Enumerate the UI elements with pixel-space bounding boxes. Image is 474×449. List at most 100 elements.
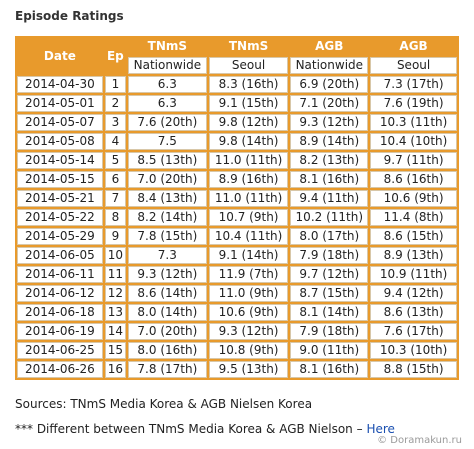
data-cell: 15	[104, 342, 126, 359]
data-cell: 8.9 (13th)	[370, 247, 457, 264]
header-cell: Date	[17, 38, 103, 74]
data-cell: 2014-05-15	[17, 171, 103, 188]
data-cell: 9.8 (12th)	[208, 114, 289, 131]
data-cell: 16	[104, 361, 126, 378]
data-cell: 2	[104, 95, 126, 112]
header-cell: TNmS	[127, 38, 207, 55]
data-cell: 6.3	[127, 95, 207, 112]
data-cell: 2014-05-14	[17, 152, 103, 169]
data-cell: 7.8 (15th)	[127, 228, 207, 245]
data-cell: 10.2 (11th)	[290, 209, 369, 226]
data-row: 2014-06-12 12 8.6 (14th) 11.0 (9th) 8.7 (15t…	[17, 285, 457, 302]
data-cell: 2014-06-11	[17, 266, 103, 283]
data-cell: 4	[104, 133, 126, 150]
data-cell: 7	[104, 190, 126, 207]
data-cell: 11.0 (9th)	[208, 285, 289, 302]
data-cell: 10.6 (9th)	[208, 304, 289, 321]
data-cell: 9.1 (15th)	[208, 95, 289, 112]
data-cell: 9.1 (14th)	[208, 247, 289, 264]
header-cell: Ep	[104, 38, 126, 74]
data-cell: 3	[104, 114, 126, 131]
data-cell: 8.6 (16th)	[370, 171, 457, 188]
data-cell: 11.4 (8th)	[370, 209, 457, 226]
data-row: 2014-05-14 5 8.5 (13th) 11.0 (11th) 8.2 (13t…	[17, 152, 457, 169]
subheader-cell: Nationwide	[127, 57, 207, 74]
data-cell: 2014-04-30	[17, 76, 103, 93]
sources: Sources: TNmS Media Korea & AGB Nielsen …	[15, 397, 313, 411]
data-cell: 7.6 (20th)	[127, 114, 207, 131]
header-cell: AGB	[290, 38, 369, 55]
data-row: 2014-05-15 6 7.0 (20th) 8.9 (16th) 8.1 (16th…	[17, 171, 457, 188]
data-cell: 2014-06-05	[17, 247, 103, 264]
data-cell: 9.8 (14th)	[208, 133, 289, 150]
data-cell: 7.6 (19th)	[370, 95, 457, 112]
data-cell: 8.1 (16th)	[290, 171, 369, 188]
data-cell: 7.8 (17th)	[127, 361, 207, 378]
data-cell: 2014-05-07	[17, 114, 103, 131]
title: Episode Ratings	[15, 9, 124, 23]
data-row: 2014-05-07 3 7.6 (20th) 9.8 (12th) 9.3 (12th…	[17, 114, 457, 131]
header-cell: TNmS	[208, 38, 289, 55]
data-cell: 9.4 (12th)	[370, 285, 457, 302]
data-cell: 12	[104, 285, 126, 302]
data-cell: 10.3 (11th)	[370, 114, 457, 131]
data-cell: 10.9 (11th)	[370, 266, 457, 283]
table-body: 2014-04-30 1 6.3 8.3 (16th) 6.9 (20th) 7.3 (1…	[17, 76, 457, 378]
data-cell: 13	[104, 304, 126, 321]
data-cell: 7.3 (17th)	[370, 76, 457, 93]
data-cell: 9.0 (11th)	[290, 342, 369, 359]
data-row: 2014-06-18 13 8.0 (14th) 10.6 (9th) 8.1 (14t…	[17, 304, 457, 321]
watermark: © Doramakun.ru	[377, 435, 462, 446]
data-cell: 8.0 (16th)	[127, 342, 207, 359]
data-cell: 1	[104, 76, 126, 93]
data-cell: 8	[104, 209, 126, 226]
data-cell: 8.6 (15th)	[370, 228, 457, 245]
data-row: 2014-05-22 8 8.2 (14th) 10.7 (9th) 10.2 (11t…	[17, 209, 457, 226]
data-row: 2014-06-19 14 7.0 (20th) 9.3 (12th) 7.9 (18t…	[17, 323, 457, 340]
data-cell: 8.2 (14th)	[127, 209, 207, 226]
data-cell: 2014-06-19	[17, 323, 103, 340]
note-text: *** Different between TNmS Media Korea &…	[15, 422, 363, 436]
header-cell: AGB	[370, 38, 457, 55]
data-cell: 7.3	[127, 247, 207, 264]
data-cell: 2014-05-08	[17, 133, 103, 150]
data-cell: 8.1 (14th)	[290, 304, 369, 321]
data-cell: 7.6 (17th)	[370, 323, 457, 340]
data-cell: 10.4 (10th)	[370, 133, 457, 150]
data-cell: 10.3 (10th)	[370, 342, 457, 359]
data-cell: 9	[104, 228, 126, 245]
data-row: 2014-06-26 16 7.8 (17th) 9.5 (13th) 8.1 (16t…	[17, 361, 457, 378]
data-cell: 14	[104, 323, 126, 340]
note-link[interactable]: Here	[366, 422, 395, 436]
data-cell: 2014-06-12	[17, 285, 103, 302]
data-cell: 2014-06-26	[17, 361, 103, 378]
data-cell: 7.1 (20th)	[290, 95, 369, 112]
data-row: 2014-05-08 4 7.5 9.8 (14th) 8.9 (14th) 10.4 (…	[17, 133, 457, 150]
data-cell: 11.0 (11th)	[208, 152, 289, 169]
data-cell: 9.3 (12th)	[290, 114, 369, 131]
data-cell: 11	[104, 266, 126, 283]
data-cell: 10.6 (9th)	[370, 190, 457, 207]
data-cell: 10.8 (9th)	[208, 342, 289, 359]
data-cell: 8.0 (14th)	[127, 304, 207, 321]
data-cell: 10	[104, 247, 126, 264]
data-row: 2014-06-05 10 7.3 9.1 (14th) 7.9 (18th) 8.9 (…	[17, 247, 457, 264]
data-cell: 8.0 (17th)	[290, 228, 369, 245]
data-cell: 8.4 (13th)	[127, 190, 207, 207]
data-cell: 8.2 (13th)	[290, 152, 369, 169]
data-cell: 9.7 (12th)	[290, 266, 369, 283]
data-row: 2014-05-01 2 6.3 9.1 (15th) 7.1 (20th) 7.6 (1…	[17, 95, 457, 112]
subheader-cell: Seoul	[208, 57, 289, 74]
data-cell: 8.1 (16th)	[290, 361, 369, 378]
data-cell: 11.0 (11th)	[208, 190, 289, 207]
subheader-cell: Nationwide	[290, 57, 369, 74]
header-row: Date Ep TNmS TNmS AGB AGB	[17, 38, 457, 74]
data-cell: 8.6 (13th)	[370, 304, 457, 321]
data-cell: 2014-06-18	[17, 304, 103, 321]
data-row: 2014-05-29 9 7.8 (15th) 10.4 (11th) 8.0 (17t…	[17, 228, 457, 245]
data-cell: 9.7 (11th)	[370, 152, 457, 169]
data-cell: 6	[104, 171, 126, 188]
note: *** Different between TNmS Media Korea &…	[15, 422, 395, 436]
data-row: 2014-05-21 7 8.4 (13th) 11.0 (11th) 9.4 (11t…	[17, 190, 457, 207]
